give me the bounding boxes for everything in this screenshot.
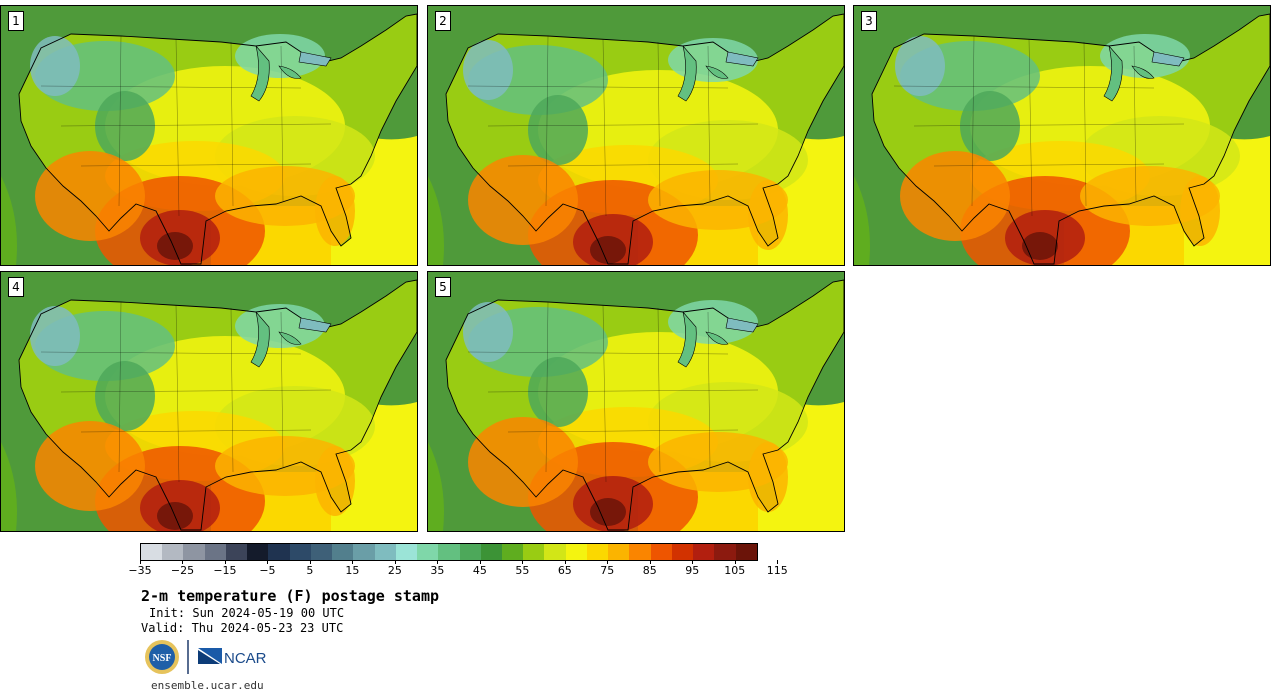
colorbar-swatch (247, 544, 269, 560)
colorbar-tick (564, 560, 566, 564)
colorbar-tick (649, 560, 651, 564)
stamp-panel-1[interactable]: 1 (0, 5, 418, 266)
plot-title: 2-m temperature (F) postage stamp (141, 587, 440, 605)
colorbar-swatch (183, 544, 205, 560)
colorbar-swatch (650, 544, 672, 560)
colorbar-swatch (162, 544, 184, 560)
colorbar-swatch (374, 544, 396, 560)
valid-time: Valid: Thu 2024-05-23 23 UTC (141, 621, 344, 635)
temperature-map-4 (1, 272, 417, 531)
temperature-map-3 (854, 6, 1270, 265)
colorbar-tick-label: 55 (515, 564, 530, 577)
stamp-panel-5[interactable]: 5 (427, 271, 845, 532)
colorbar-tick (140, 560, 141, 564)
temperature-colorbar (140, 543, 758, 561)
colorbar-swatch (735, 544, 757, 560)
panel-number-2: 2 (435, 11, 451, 31)
colorbar-swatch (459, 544, 481, 560)
footer-url: ensemble.ucar.edu (151, 679, 264, 692)
panel-number-5: 5 (435, 277, 451, 297)
colorbar-tick-label: 75 (600, 564, 615, 577)
svg-text:NSF: NSF (153, 653, 172, 664)
colorbar-tick-label: 115 (766, 564, 788, 577)
temperature-map-5 (428, 272, 844, 531)
colorbar-tick-label: −35 (128, 564, 152, 577)
colorbar-tick (309, 560, 311, 564)
ncar-logo-icon: NCAR (198, 648, 267, 667)
stamp-panel-4[interactable]: 4 (0, 271, 418, 532)
colorbar-swatch (608, 544, 630, 560)
colorbar-swatch (225, 544, 248, 560)
colorbar-swatch (438, 544, 460, 560)
colorbar-swatch (268, 544, 290, 560)
temperature-map-1 (1, 6, 417, 265)
colorbar-tick-label: 65 (557, 564, 572, 577)
panel-number-1: 1 (8, 11, 24, 31)
colorbar-swatch (544, 544, 566, 560)
colorbar-tick-label: 45 (472, 564, 487, 577)
colorbar-swatch (395, 544, 418, 560)
colorbar-swatch (523, 544, 545, 560)
colorbar-swatch (714, 544, 736, 560)
colorbar-swatch (565, 544, 587, 560)
colorbar-tick (479, 560, 481, 564)
colorbar-tick (607, 560, 609, 564)
stamp-panel-3[interactable]: 3 (853, 5, 1271, 266)
colorbar-tick (182, 560, 184, 564)
colorbar-tick (352, 560, 354, 564)
colorbar-tick-label: 105 (724, 564, 746, 577)
colorbar-tick (777, 560, 779, 564)
panel-number-4: 4 (8, 277, 24, 297)
svg-text:NCAR: NCAR (224, 650, 267, 667)
colorbar-tick-label: 95 (685, 564, 700, 577)
colorbar-swatch (693, 544, 715, 560)
colorbar-tick-label: −15 (213, 564, 237, 577)
colorbar-swatch (353, 544, 375, 560)
stamp-panel-2[interactable]: 2 (427, 5, 845, 266)
colorbar-tick (692, 560, 694, 564)
colorbar-tick-label: 35 (430, 564, 445, 577)
colorbar-tick-label: 85 (642, 564, 657, 577)
nsf-logo-icon: NSF (145, 640, 179, 674)
temperature-map-2 (428, 6, 844, 265)
colorbar-swatch (586, 544, 609, 560)
colorbar-tick (394, 560, 396, 564)
colorbar-tick (734, 560, 736, 564)
colorbar-tick-label: −5 (259, 564, 276, 577)
colorbar-tick-label: 15 (345, 564, 360, 577)
colorbar-tick-label: 25 (387, 564, 402, 577)
colorbar-swatch (141, 544, 163, 560)
colorbar-swatch (671, 544, 694, 560)
colorbar-swatch (204, 544, 226, 560)
colorbar-tick (267, 560, 269, 564)
colorbar-swatch (417, 544, 439, 560)
colorbar-swatch (310, 544, 333, 560)
colorbar-tick (224, 560, 226, 564)
panel-number-3: 3 (861, 11, 877, 31)
colorbar-tick (437, 560, 439, 564)
colorbar-swatch (480, 544, 502, 560)
colorbar-swatch (332, 544, 354, 560)
colorbar-tick-label: 5 (306, 564, 314, 577)
logos: NSF NCAR (145, 640, 267, 674)
colorbar-tick-label: −25 (170, 564, 195, 577)
colorbar-tick (522, 560, 524, 564)
colorbar-swatch (289, 544, 311, 560)
init-time: Init: Sun 2024-05-19 00 UTC (149, 606, 345, 620)
colorbar-ticks: −35 −25 −15 −5 5 15 25 35 45 55 65 75 85 95 105 115 (128, 560, 788, 580)
colorbar-swatch (501, 544, 524, 560)
colorbar-swatch (629, 544, 651, 560)
